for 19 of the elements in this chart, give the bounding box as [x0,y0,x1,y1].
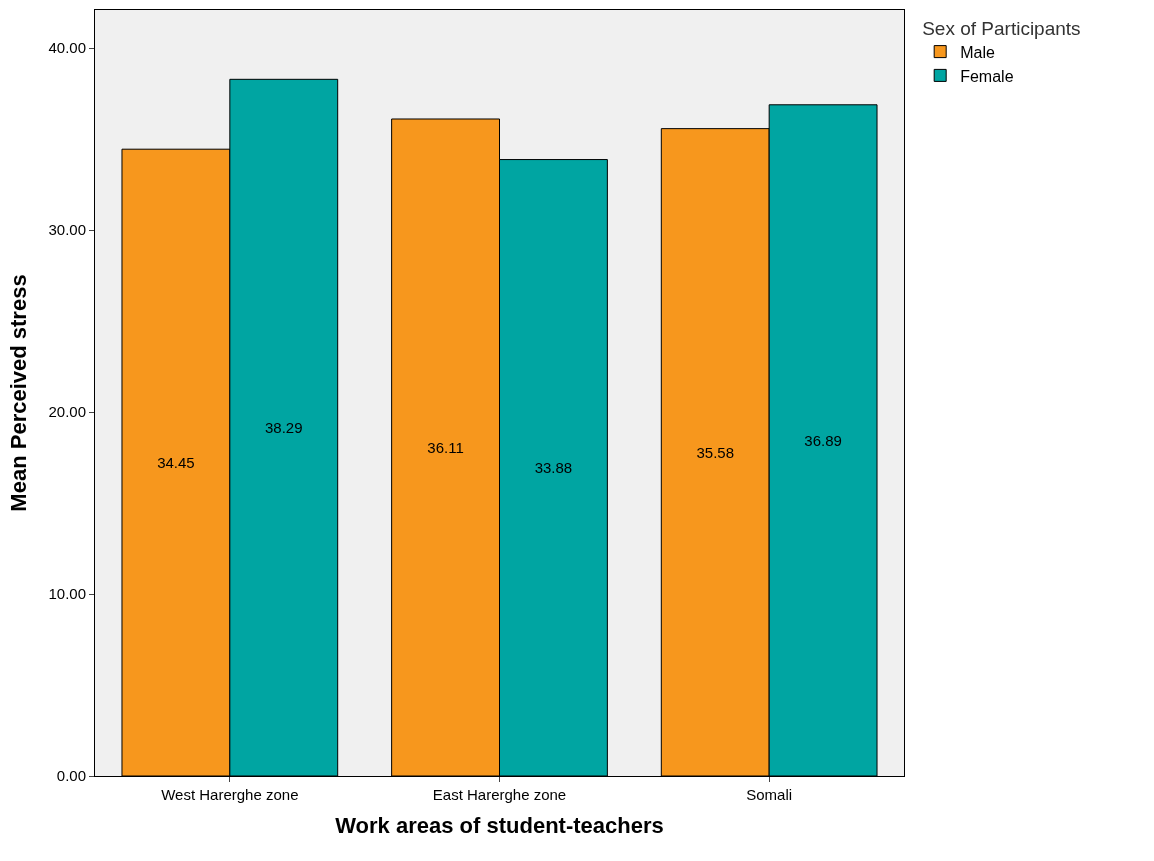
y-tick-label: 20.00 [48,403,86,421]
x-tick-label: East Harerghe zone [432,786,567,803]
legend-title: Sex of Participants [922,17,1081,39]
x-axis-title: Work areas of student-teachers [335,812,664,838]
data-label: 33.88 [534,459,573,477]
data-label: 36.89 [804,431,842,449]
y-tick-label: 30.00 [48,221,86,239]
data-label: 35.58 [696,443,735,461]
y-tick-label: 10.00 [48,585,86,603]
data-label: 34.45 [157,454,195,472]
data-label: 38.29 [264,419,303,437]
y-tick-label: 0.00 [56,767,86,785]
y-tick-label: 40.00 [48,39,86,57]
data-label: 36.11 [427,438,464,456]
legend-label: Female [960,67,1014,85]
x-tick-label: West Harerghe zone [161,786,299,803]
legend-label: Male [960,43,995,61]
x-tick-label: Somali [746,786,793,803]
y-axis-title: Mean Perceived stress [6,274,32,512]
